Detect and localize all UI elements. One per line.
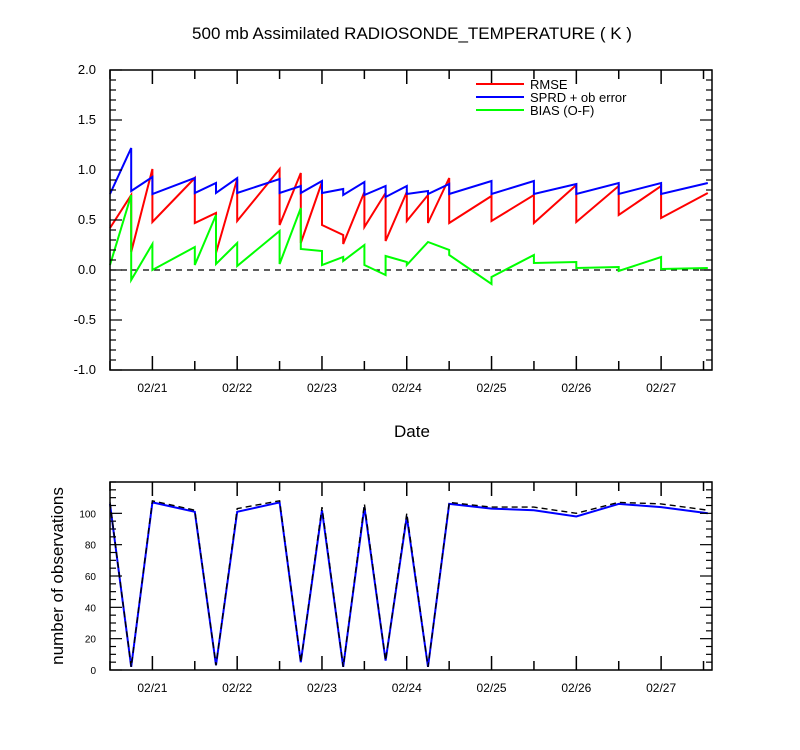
bottom-plot-frame	[109, 481, 713, 671]
x-tick-label: 02/22	[222, 381, 252, 395]
y-tick-label: -1.0	[74, 362, 96, 377]
x-tick-label: 02/25	[477, 381, 507, 395]
legend-label: RMSE	[530, 77, 568, 92]
bottom-axis-ticks: 02/21 02/22 02/23 02/24 02/25 02/26 02/27 0 20 40…	[79, 481, 712, 695]
bottom-series-group	[109, 499, 708, 668]
y-tick-label: 0.5	[78, 212, 96, 227]
y-tick-label: 40	[85, 603, 97, 614]
x-tick-label: 02/27	[646, 681, 676, 695]
legend-label: SPRD + ob error	[530, 90, 627, 105]
x-tick-label: 02/23	[307, 381, 337, 395]
bottom-chart: 02/21 02/22 02/23 02/24 02/25 02/26 02/27 0 20 40…	[48, 481, 713, 695]
top-chart-title: 500 mb Assimilated RADIOSONDE_TEMPERATUR…	[192, 24, 632, 43]
y-tick-label: 0	[90, 666, 96, 677]
series-line-bias-o-f	[109, 194, 708, 286]
y-tick-label: 1.5	[78, 112, 96, 127]
y-tick-label: 100	[79, 509, 96, 520]
legend-label: BIAS (O-F)	[530, 103, 594, 118]
top-axis-ticks: 02/21 02/22 02/23 02/24 02/25 02/26 02/27 -1.0 -…	[74, 62, 712, 395]
series-line-total	[109, 499, 708, 667]
x-tick-label: 02/24	[392, 681, 422, 695]
x-tick-label: 02/24	[392, 381, 422, 395]
y-tick-label: 60	[85, 572, 97, 583]
x-tick-label: 02/27	[646, 381, 676, 395]
x-tick-label: 02/21	[137, 681, 167, 695]
y-tick-label: 20	[85, 635, 97, 646]
bottom-y-axis-label: number of observations	[48, 487, 67, 665]
series-line-sprd-ob-error	[109, 147, 709, 199]
top-series-group	[109, 147, 709, 286]
x-tick-label: 02/26	[561, 681, 591, 695]
series-line-rmse	[109, 166, 709, 254]
y-tick-label: 1.0	[78, 162, 96, 177]
x-tick-label: 02/21	[137, 381, 167, 395]
y-tick-label: 80	[85, 541, 97, 552]
x-tick-label: 02/26	[561, 381, 591, 395]
y-tick-label: 2.0	[78, 62, 96, 77]
x-tick-label: 02/25	[477, 681, 507, 695]
y-tick-label: 0.0	[78, 262, 96, 277]
y-tick-label: -0.5	[74, 312, 96, 327]
x-tick-label: 02/23	[307, 681, 337, 695]
top-chart: 500 mb Assimilated RADIOSONDE_TEMPERATUR…	[74, 24, 713, 441]
top-x-axis-label: Date	[394, 422, 430, 441]
x-tick-label: 02/22	[222, 681, 252, 695]
